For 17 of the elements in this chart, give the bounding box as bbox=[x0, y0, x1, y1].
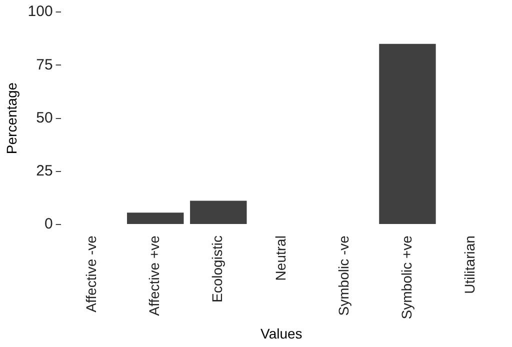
y-tick-label: 25 bbox=[36, 162, 53, 180]
x-tick-label: Affective -ve bbox=[83, 235, 100, 312]
x-tick-label: Symbolic -ve bbox=[335, 235, 352, 316]
bar bbox=[127, 212, 184, 224]
x-tick-label: Ecologistic bbox=[209, 236, 226, 302]
y-tick-label: 50 bbox=[36, 109, 53, 126]
bar bbox=[379, 44, 436, 224]
bar bbox=[190, 200, 247, 224]
y-tick-label: 100 bbox=[28, 3, 53, 20]
x-tick-label: Utilitarian bbox=[461, 236, 478, 294]
x-axis-title: Values bbox=[260, 325, 302, 342]
y-axis-title: Percentage bbox=[3, 82, 20, 154]
x-tick-label: Symbolic +ve bbox=[398, 235, 414, 320]
y-tick-label: 0 bbox=[44, 216, 53, 233]
y-tick-label: 75 bbox=[36, 56, 53, 74]
x-tick-label: Affective +ve bbox=[146, 235, 162, 316]
x-tick-label: Neutral bbox=[272, 236, 288, 281]
